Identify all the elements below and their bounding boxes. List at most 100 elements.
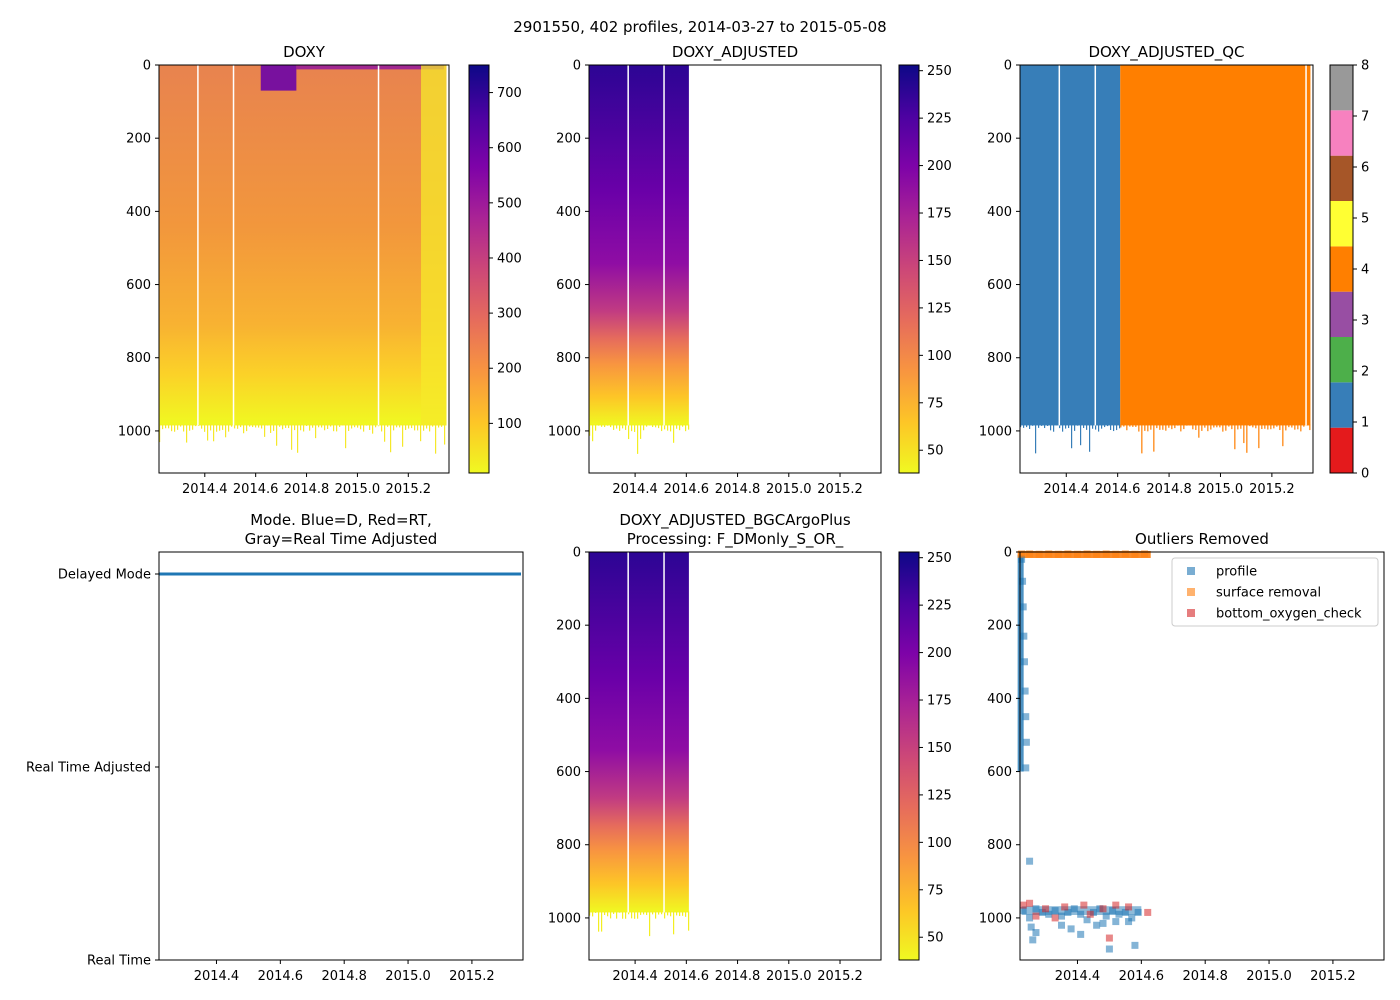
profile-tail xyxy=(357,424,359,428)
profile-tail xyxy=(165,424,167,429)
profile-tail xyxy=(279,424,281,427)
x-tick-label: 2014.6 xyxy=(1095,482,1141,497)
profile-tail xyxy=(345,424,347,449)
colorbar-tick-label: 175 xyxy=(927,694,952,709)
y-tick-label: 400 xyxy=(987,692,1012,707)
colorbar-segment xyxy=(1330,382,1353,428)
x-tick-label: 2015.0 xyxy=(1198,482,1244,497)
y-tick-label: 1000 xyxy=(118,424,151,439)
heatmap-surface-patch xyxy=(260,65,297,91)
y-tick-label: 0 xyxy=(573,546,581,561)
profile-tail xyxy=(1026,424,1028,428)
profile-tail xyxy=(162,424,164,430)
y-tick-label: 1000 xyxy=(979,911,1012,926)
profile-tail xyxy=(414,424,416,431)
y-tick-label: Delayed Mode xyxy=(58,568,151,583)
axes-title-line2: Processing: F_DMonly_S_OR_ xyxy=(627,530,844,549)
profile-tail xyxy=(658,424,660,429)
profile-tail xyxy=(393,424,395,431)
profile-tail xyxy=(1056,424,1058,426)
profile-tail xyxy=(303,424,305,432)
profile-tail xyxy=(234,424,236,429)
profile-tail xyxy=(441,424,443,427)
y-tick-label: 800 xyxy=(556,838,581,853)
profile-tail xyxy=(1276,424,1278,427)
scatter-point xyxy=(1125,918,1133,926)
profile-tail xyxy=(1222,424,1224,432)
profile-tail xyxy=(622,424,624,429)
y-tick-label: 800 xyxy=(126,351,151,366)
profile-tail xyxy=(297,424,299,453)
profile-tail xyxy=(273,424,275,431)
x-tick-label: 2015.0 xyxy=(766,482,812,497)
profile-tail xyxy=(231,424,233,427)
profile-tail xyxy=(679,424,681,431)
scatter-point xyxy=(1019,901,1027,909)
profile-tail xyxy=(255,424,257,428)
profile-tail xyxy=(312,424,314,428)
x-tick-label: 2014.4 xyxy=(182,482,228,497)
profile-tail xyxy=(1300,424,1302,432)
profile-tail xyxy=(201,424,203,429)
profile-tail xyxy=(625,911,627,919)
profile-tail xyxy=(213,424,215,442)
profile-tail xyxy=(1116,424,1118,431)
scatter-point xyxy=(1112,901,1120,909)
axes-frame xyxy=(158,551,524,961)
profile-tail xyxy=(637,911,639,919)
profile-tail xyxy=(339,424,341,427)
profile-tail xyxy=(1249,424,1251,427)
data-gap xyxy=(377,65,380,426)
axes-title-line1: DOXY_ADJUSTED_BGCArgoPlus xyxy=(619,511,850,530)
profile-tail xyxy=(183,424,185,432)
axes-title: DOXY_ADJUSTED xyxy=(672,43,798,62)
profile-tail xyxy=(640,911,642,915)
profile-tail xyxy=(1132,424,1134,427)
x-tick-label: 2014.8 xyxy=(321,969,367,984)
legend-marker xyxy=(1187,567,1195,575)
profile-tail xyxy=(264,424,266,437)
profile-tail xyxy=(243,424,245,434)
profile-tail xyxy=(628,424,630,440)
legend: profile surface removal bottom_oxygen_chec… xyxy=(1171,557,1379,627)
profile-tail xyxy=(1171,424,1173,430)
scatter-point xyxy=(1093,550,1101,558)
profile-tail xyxy=(1297,424,1299,430)
x-tick-label: 2015.0 xyxy=(335,482,381,497)
scatter-point xyxy=(1112,918,1120,926)
scatter-point xyxy=(1128,914,1136,922)
profile-tail xyxy=(592,911,594,917)
profile-tail xyxy=(285,424,287,428)
colorbar-tick-label: 100 xyxy=(927,836,952,851)
y-tick-label: 0 xyxy=(1004,546,1012,561)
axes-frame xyxy=(1019,551,1385,961)
profile-tail xyxy=(1159,424,1161,430)
profile-tail xyxy=(363,424,365,432)
profile-tail xyxy=(682,911,684,916)
profile-tail xyxy=(318,424,320,428)
profile-tail xyxy=(1309,424,1311,431)
profile-tail xyxy=(309,424,311,431)
y-tick-label: 200 xyxy=(556,619,581,634)
axes-mode: 2014.4 2014.6 2014.8 2015.0 2015.2 Mode. Blue… xyxy=(26,511,524,984)
y-tick-label: Real Time xyxy=(87,954,151,969)
profile-tail xyxy=(1228,424,1230,427)
scatter-point xyxy=(1032,905,1040,913)
scatter-point xyxy=(1058,912,1066,920)
data-gap xyxy=(1058,65,1061,426)
profile-tail xyxy=(1020,424,1022,428)
y-tick-label: 1000 xyxy=(979,424,1012,439)
profile-tail xyxy=(604,911,606,915)
figure-title: 2901550, 402 profiles, 2014-03-27 to 201… xyxy=(513,18,886,36)
colorbar-tick-label: 600 xyxy=(497,141,522,156)
profile-tail xyxy=(408,424,410,429)
x-tick-label: 2015.2 xyxy=(386,482,432,497)
profile-tail xyxy=(426,424,428,429)
colorbar-segment xyxy=(1330,65,1353,111)
y-tick-label: 600 xyxy=(556,765,581,780)
profile-tail xyxy=(661,911,663,915)
profile-tail xyxy=(177,424,179,430)
scatter-point xyxy=(1115,910,1123,918)
data-gap xyxy=(232,65,235,426)
profile-tail xyxy=(1110,424,1112,431)
